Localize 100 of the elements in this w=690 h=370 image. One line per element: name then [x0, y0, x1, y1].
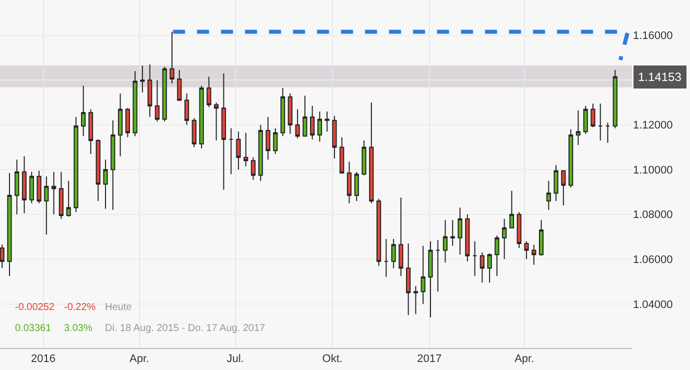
candlestick	[391, 238, 396, 269]
annotation: -0.22%	[64, 302, 96, 313]
candlestick	[494, 235, 500, 276]
annotation: Di. 18 Aug. 2015 - Do. 17 Aug. 2017	[105, 323, 266, 334]
candlestick	[450, 219, 455, 246]
candlestick	[362, 140, 366, 176]
annotation: 0.03361	[15, 323, 52, 334]
candlestick	[221, 72, 226, 190]
candlestick	[36, 170, 42, 204]
candlestick	[103, 159, 108, 210]
candlestick	[266, 116, 270, 160]
candlestick	[420, 245, 426, 304]
candlestick	[472, 240, 478, 276]
x-tick-label: 2017	[417, 353, 442, 366]
candlestick	[346, 161, 352, 204]
candlestick	[332, 115, 337, 159]
x-tick-label: Apr.	[514, 353, 534, 366]
annotation: 3.03%	[64, 323, 92, 334]
candlestick	[206, 76, 212, 108]
candlestick	[140, 65, 145, 93]
y-tick-label: 1.16000	[633, 30, 673, 42]
candlestick	[88, 108, 94, 154]
candlestick	[118, 93, 123, 157]
candlestick	[250, 156, 256, 180]
candlestick	[480, 252, 484, 284]
candlestick	[406, 242, 411, 316]
candlestick	[58, 171, 64, 220]
candlestick	[384, 238, 388, 278]
candlestick	[0, 244, 4, 269]
y-tick-label: 1.10000	[633, 164, 673, 176]
candlestick	[66, 180, 71, 218]
candlestick	[199, 85, 204, 149]
candlestick	[96, 138, 100, 202]
x-tick-label: 2016	[31, 353, 56, 366]
candlestick	[516, 212, 522, 248]
candlestick	[369, 102, 374, 204]
candlestick	[29, 171, 34, 204]
y-tick-label: 1.08000	[633, 209, 673, 222]
x-tick-label: Apr.	[129, 353, 150, 366]
candlestick	[288, 93, 292, 134]
candlestick	[236, 131, 241, 170]
candlestick	[214, 102, 219, 142]
annotation: Heute	[105, 302, 132, 313]
candlestick	[576, 110, 580, 146]
candlestick	[428, 240, 433, 318]
candlestick	[177, 70, 182, 101]
candlestick	[487, 253, 492, 284]
candlestick	[52, 171, 56, 215]
candlestick	[132, 70, 138, 137]
candlestick	[442, 219, 448, 264]
candlestick	[280, 87, 286, 137]
candlestick	[583, 105, 588, 134]
candlestick	[228, 128, 234, 175]
candlestick	[184, 93, 190, 126]
candlestick	[154, 80, 160, 122]
candlestick	[74, 116, 78, 213]
candlestick	[310, 105, 315, 140]
candlestick	[554, 164, 558, 202]
candlestick	[44, 176, 49, 236]
candlestick	[532, 244, 536, 266]
candlestick	[605, 122, 610, 144]
candlestick	[413, 286, 418, 314]
candlestick	[590, 103, 596, 128]
candlestick	[436, 240, 440, 292]
candlestick	[148, 64, 152, 118]
candlestick	[317, 110, 322, 142]
x-tick-label: Jul.	[226, 353, 244, 366]
candlestick	[302, 95, 308, 137]
candlestick	[81, 85, 86, 137]
y-tick-label: 1.06000	[633, 254, 673, 266]
candlestick	[14, 159, 20, 215]
candlestick	[354, 171, 359, 202]
candlestick	[376, 198, 382, 266]
candlestick	[7, 172, 12, 276]
candlestick	[22, 156, 27, 214]
candlestick	[524, 240, 529, 260]
annotation: -0.00252	[15, 302, 55, 313]
candlestick	[568, 128, 574, 188]
candlestick	[273, 128, 278, 154]
candlestick	[538, 219, 544, 256]
candlestick	[398, 197, 404, 276]
candlestick	[125, 108, 130, 138]
candlestick	[546, 180, 551, 210]
x-tick-label: Okt.	[322, 353, 342, 366]
candlestick	[340, 136, 344, 174]
y-tick-label: 1.04000	[633, 298, 673, 311]
candlestick	[458, 207, 462, 256]
candlestick	[465, 214, 470, 262]
candlestick	[162, 66, 167, 122]
candlestick	[170, 31, 174, 84]
candlestick	[110, 120, 116, 210]
candlestick	[509, 190, 514, 228]
candlestick	[612, 70, 618, 129]
candlestick	[561, 170, 566, 206]
candlestick	[598, 103, 603, 142]
candlestick	[502, 218, 507, 260]
candlestick	[324, 110, 330, 132]
text: 1.14153	[638, 70, 682, 84]
candlestick	[244, 132, 248, 167]
candlestick	[192, 118, 196, 148]
